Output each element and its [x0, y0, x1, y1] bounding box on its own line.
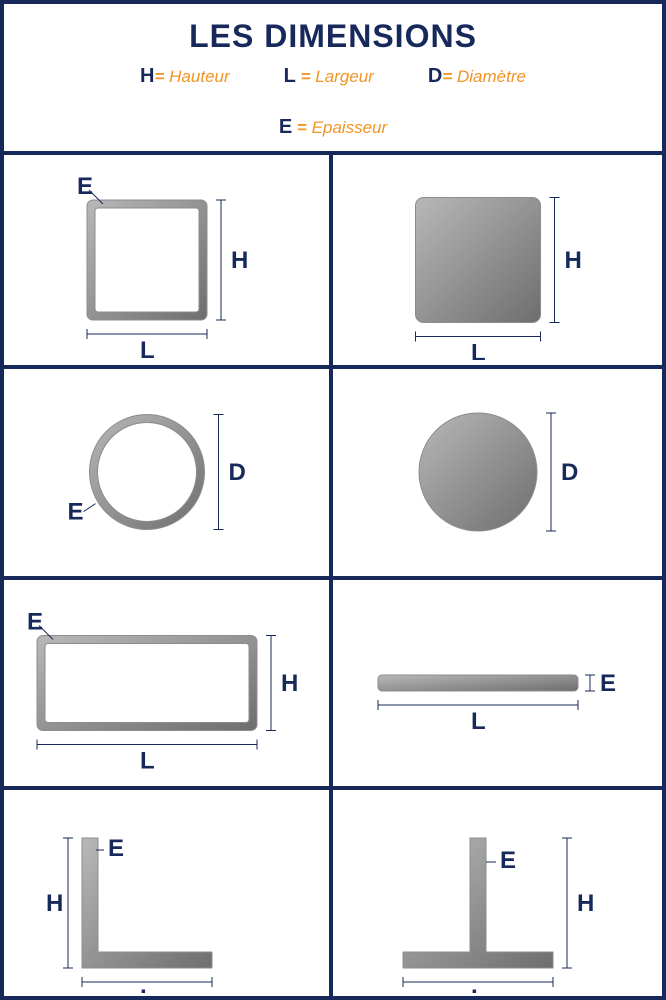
- legend: H= Hauteur L = Largeur D= Diamètre E = E…: [12, 65, 654, 139]
- svg-text:L: L: [140, 747, 155, 774]
- svg-text:L: L: [140, 985, 155, 993]
- svg-text:E: E: [67, 499, 83, 526]
- svg-text:H: H: [231, 247, 248, 274]
- svg-text:E: E: [27, 608, 43, 635]
- shapes-grid: EHL HL DE D EHL EL EHL EHL: [4, 155, 662, 996]
- legend-l: L = Largeur: [284, 65, 374, 88]
- cell-flat-bar: EL: [333, 576, 662, 786]
- svg-text:H: H: [577, 890, 594, 917]
- cell-t-section: E H L: [333, 786, 662, 996]
- cell-l-angle: E H L: [4, 786, 333, 996]
- svg-text:L: L: [471, 340, 486, 361]
- svg-text:H: H: [281, 670, 298, 697]
- svg-text:D: D: [228, 459, 245, 486]
- cell-round-bar: D: [333, 365, 662, 575]
- svg-text:E: E: [500, 847, 516, 874]
- legend-h: H= Hauteur: [140, 65, 230, 88]
- svg-text:E: E: [108, 835, 124, 862]
- cell-rect-tube: E H L: [4, 576, 333, 786]
- svg-text:E: E: [600, 670, 616, 697]
- frame: LES DIMENSIONS H= Hauteur L = Largeur D=…: [0, 0, 666, 1000]
- header: LES DIMENSIONS H= Hauteur L = Largeur D=…: [4, 4, 662, 155]
- cell-round-tube: DE: [4, 365, 333, 575]
- svg-text:D: D: [561, 459, 578, 486]
- svg-text:H: H: [564, 247, 581, 274]
- svg-text:L: L: [140, 337, 155, 360]
- legend-e: E = Epaisseur: [279, 116, 387, 139]
- cell-square-tube: E H L: [4, 155, 333, 365]
- legend-d: D= Diamètre: [428, 65, 526, 88]
- page-title: LES DIMENSIONS: [12, 18, 654, 55]
- svg-text:L: L: [471, 708, 486, 735]
- cell-square-bar: HL: [333, 155, 662, 365]
- svg-text:L: L: [471, 985, 486, 993]
- svg-text:H: H: [46, 890, 63, 917]
- svg-text:E: E: [77, 173, 93, 200]
